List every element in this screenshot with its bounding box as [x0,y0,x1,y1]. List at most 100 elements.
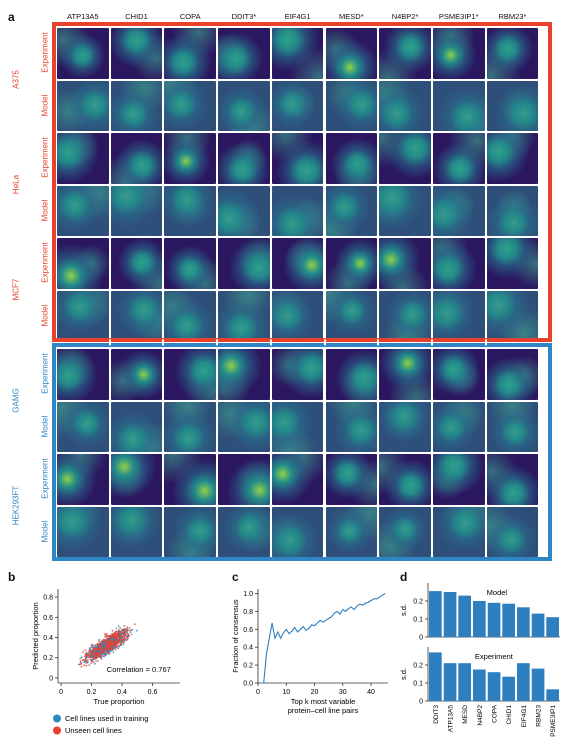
scatter-point [105,638,107,641]
y-tick-label: 0.8 [43,595,53,602]
y-tick-label: 0.8 [243,609,253,616]
microscopy-tile [432,349,485,400]
frame-other-lines [52,343,552,561]
row-label-experiment: Experiment [40,458,50,499]
scatter-point [115,635,118,637]
column-separator [377,27,380,557]
scatter-point [104,642,106,645]
legend-label: Cell lines used in training [65,714,148,723]
cell-line-label: GAMG [11,387,21,413]
scatter-point [92,653,94,655]
microscopy-tile [57,401,109,452]
scatter-point [92,648,95,650]
microscopy-tile [432,133,485,184]
microscopy-tile [432,28,485,79]
bar-chart-title: Model [487,588,508,597]
scatter-point [96,646,98,649]
scatter-point [90,653,92,656]
microscopy-tile [486,290,539,341]
x-tick-label: 0 [59,689,63,696]
microscopy-tile [379,133,431,184]
scatter-point [123,628,126,631]
microscopy-tile [110,80,163,131]
legend-marker [53,726,61,735]
bar [473,601,486,637]
y-tick-label: 0.4 [43,635,53,642]
y-tick-label: 1.0 [243,591,253,598]
scatter-point [119,636,121,639]
x-axis-label: True proportion [94,697,145,706]
scatter-point [101,643,103,646]
scatter-point [80,656,83,659]
bar [531,613,545,637]
y-tick-label: 0.4 [243,645,253,652]
scatter-point [109,635,112,638]
scatter-point [92,658,95,661]
scatter-point [97,660,99,662]
microscopy-tile [164,133,217,184]
microscopy-tile [218,454,270,505]
row-label-experiment: Experiment [40,32,50,73]
scatter-point [108,646,111,649]
microscopy-tile [379,454,431,505]
scatter-point [106,645,109,648]
microscopy-tile [325,80,378,131]
scatter-point [105,632,108,635]
column-header-4: EIF4G1 [284,12,311,21]
scatter-point [91,645,94,647]
y-tick-label: 0.1 [413,681,423,688]
scatter-point [109,638,111,640]
row-label-experiment: Experiment [40,353,50,394]
microscopy-tile [57,290,109,341]
legend-label: Unseen cell lines [65,726,122,735]
bar [443,663,457,701]
scatter-point [118,633,121,636]
microscopy-tile [271,133,324,184]
row-label-experiment: Experiment [40,242,50,283]
scatter-point [107,647,110,650]
scatter-point [108,643,111,646]
scatter-point [92,651,94,653]
scatter-point [104,653,106,656]
microscopy-tile [486,185,539,236]
scatter-point [110,648,112,650]
scatter-point [111,629,114,632]
microscopy-tile [379,401,431,452]
scatter-point [124,632,127,635]
scatter-point [114,643,116,645]
scatter-point [93,645,96,648]
cell-line-label: HeLa [11,174,21,194]
column-separator [216,27,219,557]
scatter-point [94,650,96,653]
microscopy-tile [432,454,485,505]
column-separator [269,27,272,557]
scatter-point [127,633,130,636]
y-tick-label: 0 [49,675,53,682]
bar [429,652,442,701]
row-label-model: Model [40,415,50,438]
x-tick-label: 0 [256,689,260,696]
scatter-point [136,629,138,632]
bar [458,595,471,637]
column-separator [484,27,487,557]
y-tick-label: 0.0 [243,681,253,688]
category-label: ATP13A5 [448,705,455,733]
panel-label-d: d [400,570,408,584]
y-tick-label: 0.2 [243,663,253,670]
scatter-point [116,631,119,633]
scatter-point [111,647,114,650]
x-axis-label-line2: protein–cell line pairs [288,706,359,715]
scatter-point [106,651,109,654]
scatter-point [87,656,90,659]
microscopy-tile [432,506,485,557]
y-tick-label: 0 [419,699,423,706]
scatter-point [90,659,93,661]
scatter-point [90,652,92,654]
column-separator [430,27,433,557]
scatter-point [94,644,97,646]
x-tick-label: 0.6 [148,689,158,696]
microscopy-tile [325,401,378,452]
microscopy-tile [164,401,217,452]
scatter-point [113,644,115,647]
scatter-point [123,635,125,637]
